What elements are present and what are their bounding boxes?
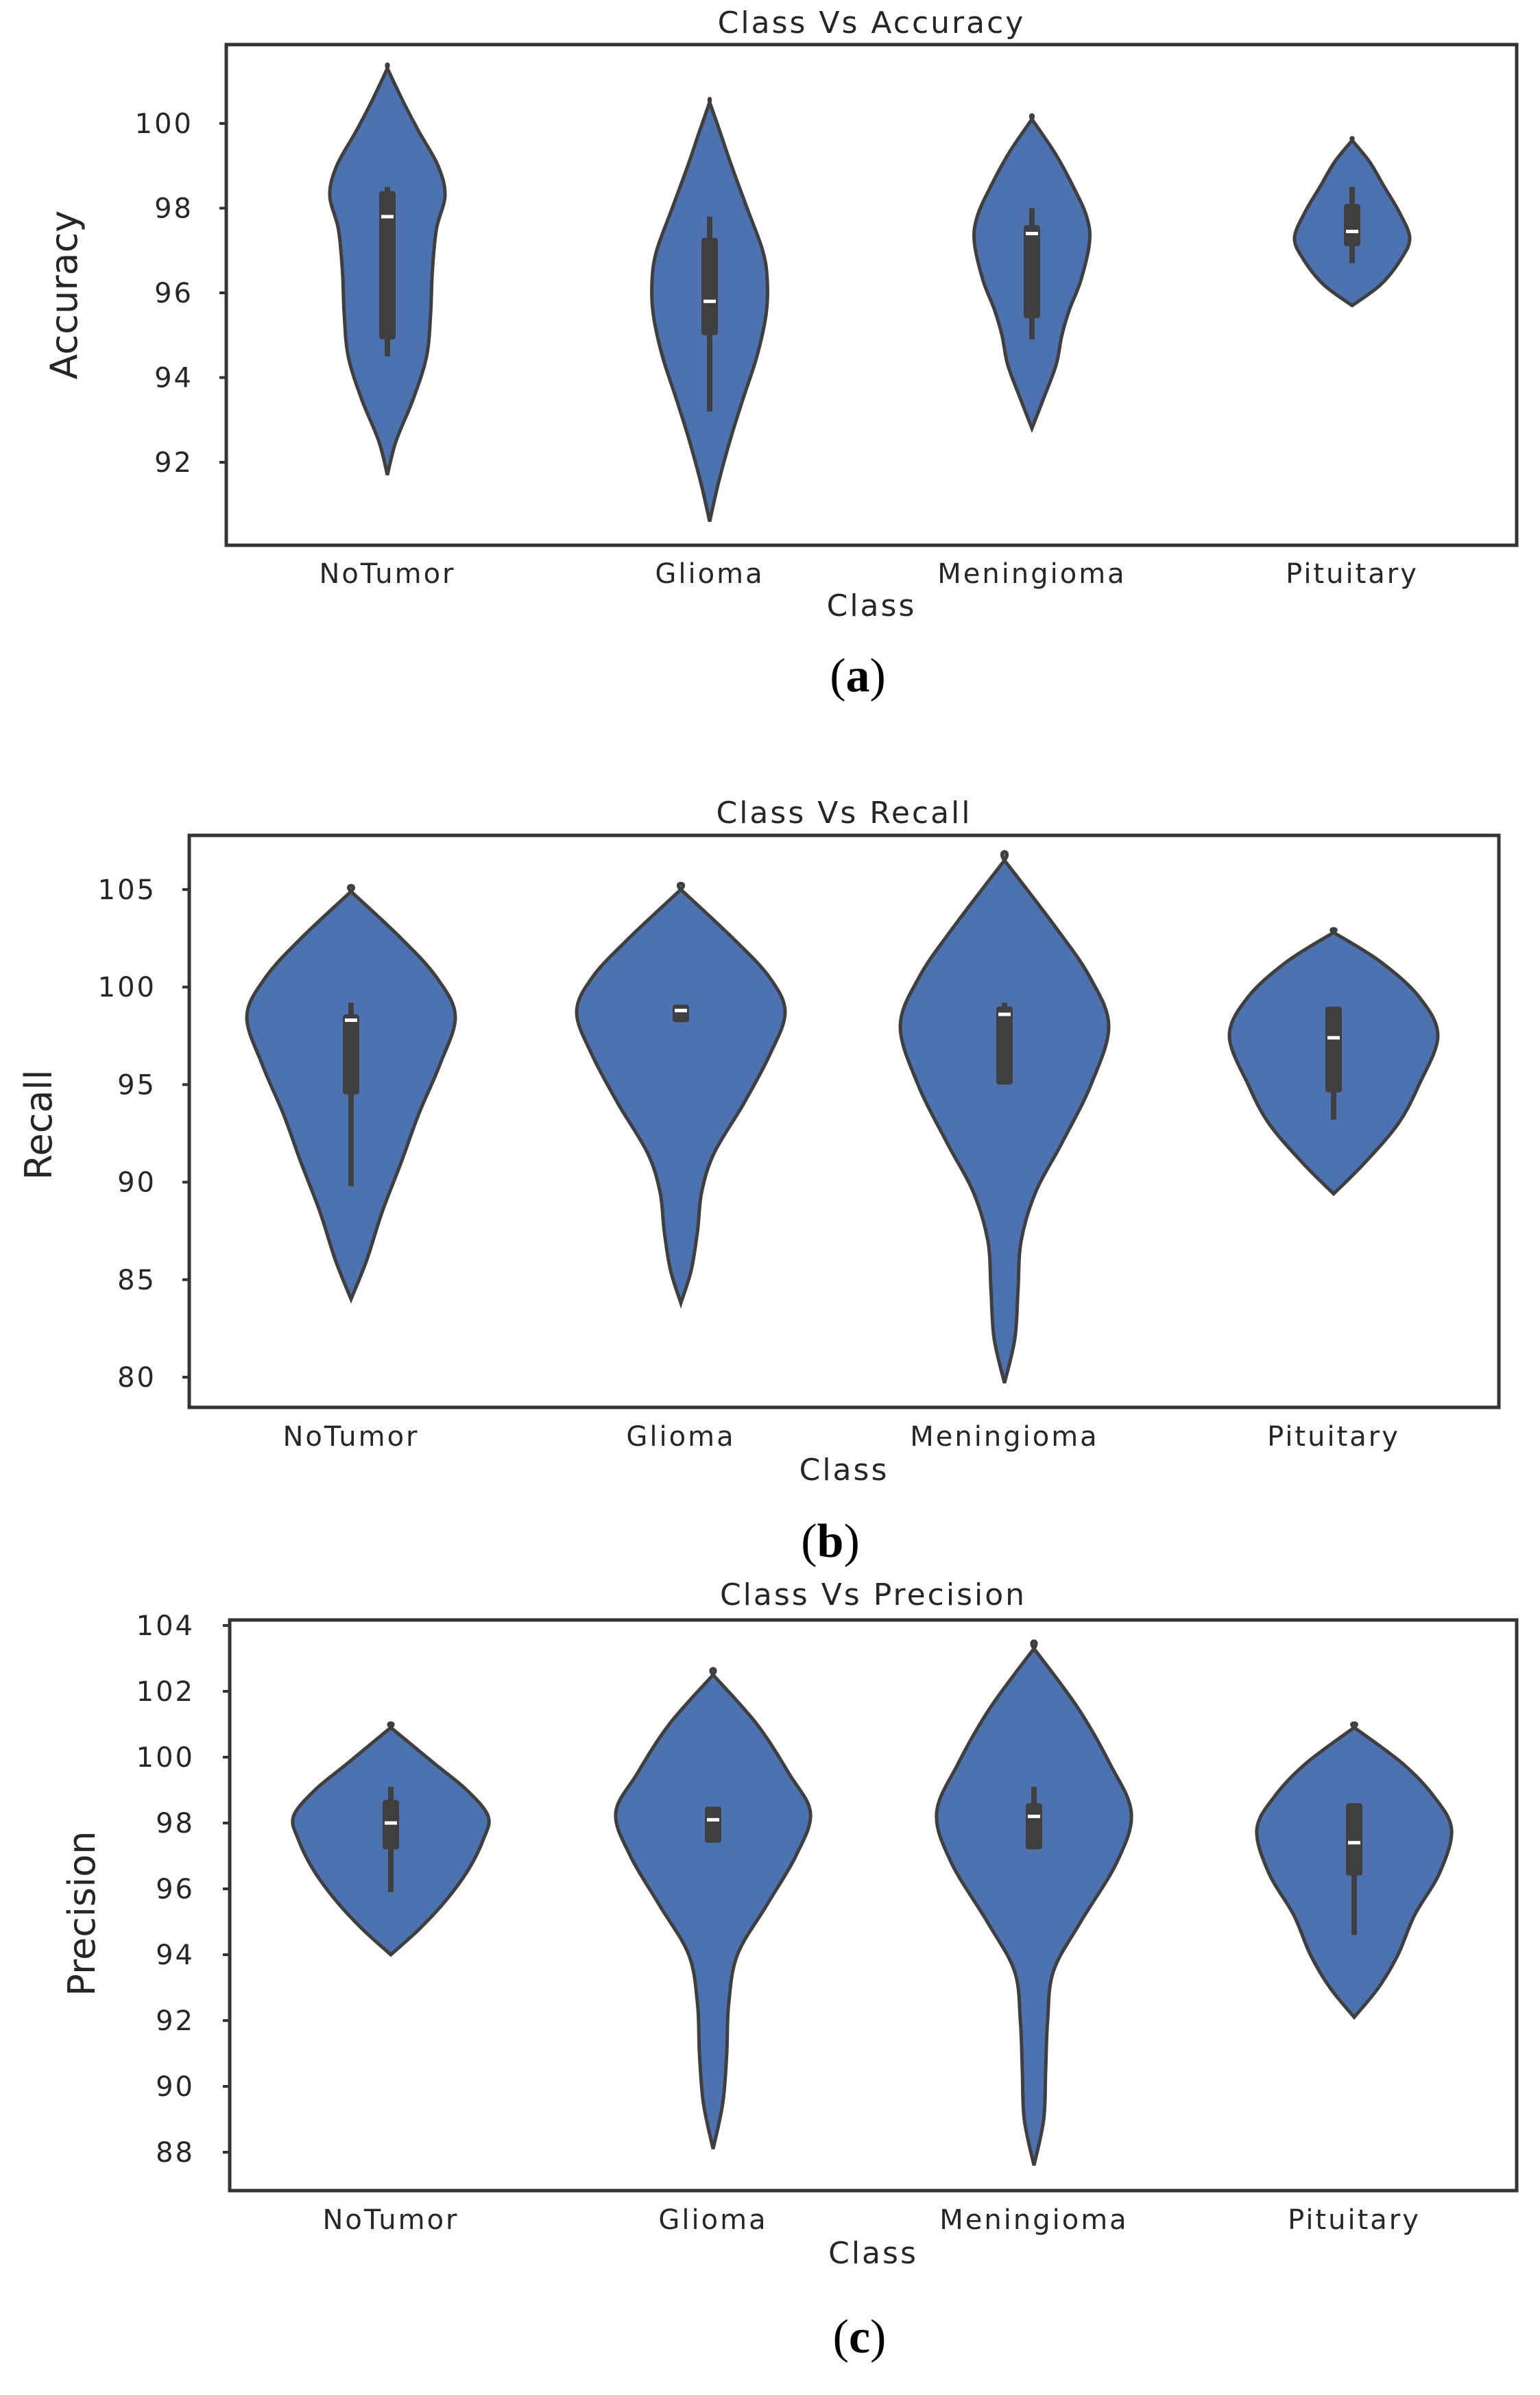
x-tick-label: NoTumor [323, 2204, 459, 2236]
x-tick-label: Pituitary [1286, 558, 1419, 590]
plot-frame [187, 833, 1501, 1409]
panel-label-close: ) [843, 1515, 859, 1568]
violin-pituitary [1292, 136, 1412, 308]
violin-notumor [291, 1721, 491, 1957]
y-tick-label: 94 [156, 1940, 195, 1971]
y-axis-label: Precision [60, 1831, 104, 1997]
panel-label-open: ( [801, 1515, 817, 1568]
y-tick-label: 90 [117, 1167, 156, 1199]
y-tick-label: 104 [136, 1610, 195, 1642]
y-axis-label: Recall [17, 1069, 60, 1180]
y-tick-label: 90 [156, 2071, 195, 2103]
y-tick-label: 105 [98, 874, 156, 906]
violin-body [614, 1667, 813, 2149]
x-tick-label: Glioma [626, 1421, 735, 1453]
y-tick-label: 98 [156, 1808, 195, 1839]
panel-label-close: ) [870, 2311, 886, 2363]
panel-label: (c) [833, 2311, 887, 2363]
y-tick-label: 88 [156, 2137, 195, 2169]
violin-glioma [649, 97, 770, 523]
x-axis-label: Class [828, 2236, 918, 2271]
y-tick-label: 96 [156, 1874, 195, 1905]
panel-label: (a) [830, 650, 886, 702]
chart-panel-c: Class Vs Precision 88 90 92 94 96 98 100 102 104 P… [60, 1577, 1519, 2363]
chart-title: Class Vs Accuracy [718, 5, 1026, 40]
y-tick-label: 95 [117, 1069, 156, 1101]
x-tick-label: NoTumor [320, 558, 456, 590]
violin-iqr-box [343, 1014, 359, 1095]
chart-title: Class Vs Recall [716, 796, 972, 831]
violin-pituitary [1255, 1721, 1454, 2021]
violin-iqr-box [1024, 225, 1040, 319]
y-tick-label: 98 [154, 193, 193, 225]
violin-body [575, 881, 787, 1309]
violin-glioma [575, 881, 787, 1309]
violin-notumor [328, 62, 447, 476]
x-axis-label: Class [799, 1453, 889, 1488]
violin-body [898, 850, 1111, 1384]
violin-iqr-box [1344, 204, 1360, 247]
x-tick-label: Meningioma [939, 2204, 1128, 2236]
violin-iqr-box [701, 237, 718, 335]
y-axis-label: Accuracy [43, 211, 86, 380]
panel-label-open: ( [830, 650, 845, 702]
panel-label: (b) [801, 1515, 860, 1568]
y-tick-label: 94 [154, 363, 193, 394]
violin-meningioma [898, 850, 1111, 1384]
x-tick-label: Pituitary [1288, 2204, 1421, 2236]
y-tick-label: 100 [98, 972, 156, 1003]
y-tick-label: 92 [156, 2005, 195, 2037]
y-tick-label: 100 [136, 1742, 195, 1774]
chart-panel-b: Class Vs Recall 80 85 90 95 100 105 Recall NoTum… [17, 796, 1501, 1568]
plot-frame [228, 1618, 1519, 2193]
chart-panel-a: Class Vs Accuracy 92 94 96 98 100 Accuracy NoTu… [43, 5, 1519, 702]
y-tick-label: 80 [117, 1362, 156, 1394]
violin-pituitary [1227, 927, 1440, 1197]
x-tick-label: Glioma [658, 2204, 767, 2236]
violin-iqr-box [996, 1006, 1013, 1085]
panel-label-open: ( [833, 2311, 849, 2363]
x-tick-label: NoTumor [283, 1421, 420, 1453]
x-tick-label: Pituitary [1267, 1421, 1400, 1453]
violin-glioma [614, 1667, 813, 2149]
y-tick-label: 92 [154, 447, 193, 479]
violin-meningioma [972, 113, 1092, 433]
panel-label-letter: c [849, 2311, 870, 2363]
y-tick-label: 85 [117, 1265, 156, 1296]
panel-label-letter: b [817, 1515, 844, 1568]
plot-frame [224, 43, 1519, 547]
violin-iqr-box [1325, 1006, 1342, 1093]
x-tick-label: Meningioma [937, 558, 1126, 590]
violin-body [935, 1639, 1133, 2166]
x-tick-label: Glioma [655, 558, 764, 590]
violin-notumor [245, 883, 457, 1304]
violin-iqr-box [1346, 1803, 1362, 1876]
violin-iqr-box [379, 191, 396, 339]
y-tick-label: 96 [154, 278, 193, 309]
panel-label-letter: a [846, 650, 870, 702]
y-tick-label: 102 [136, 1676, 195, 1708]
chart-title: Class Vs Precision [720, 1577, 1026, 1612]
x-axis-label: Class [827, 588, 917, 623]
violin-iqr-box [673, 1004, 689, 1023]
x-tick-label: Meningioma [910, 1421, 1098, 1453]
violin-iqr-box [1026, 1803, 1042, 1850]
violin-iqr-box [705, 1807, 721, 1843]
y-tick-label: 100 [135, 108, 193, 140]
violin-meningioma [935, 1639, 1133, 2166]
panel-label-close: ) [870, 650, 886, 702]
